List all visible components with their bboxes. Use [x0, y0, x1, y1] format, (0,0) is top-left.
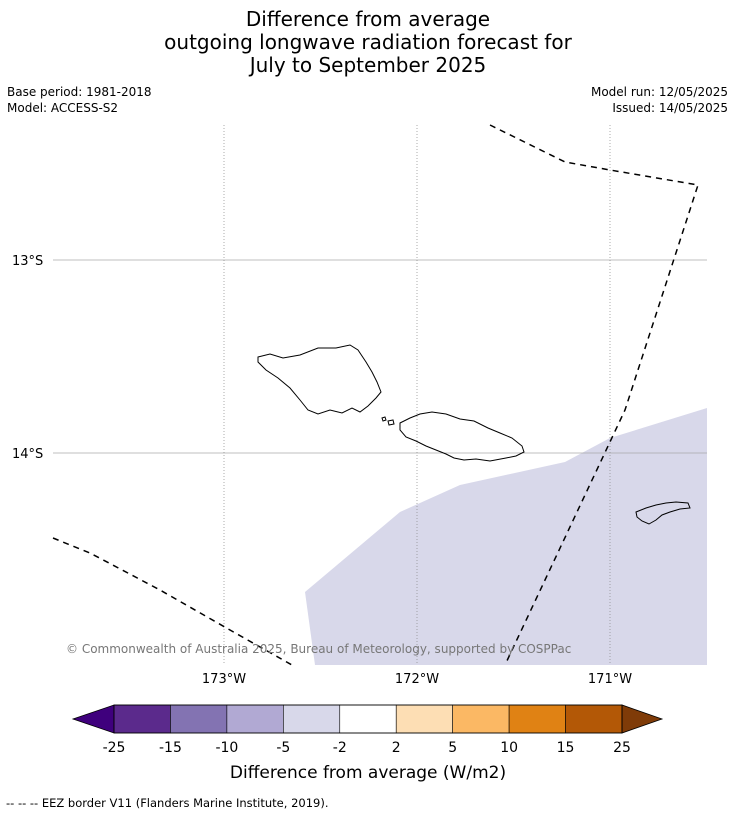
colorbar-frame: [113, 704, 623, 734]
eez-legend: -- -- -- EEZ border V11 (Flanders Marine…: [6, 796, 329, 810]
longitude-gridlines: [223, 125, 611, 665]
colorbar-bin: [565, 704, 623, 734]
colorbar-tick-label: -25: [103, 740, 126, 756]
eez-borders: [52, 124, 699, 666]
base-period: Base period: 1981-2018: [7, 85, 152, 99]
colorbar-bin: [452, 704, 510, 734]
colorbar-bin: [395, 704, 453, 734]
title-line-3: July to September 2025: [249, 53, 487, 77]
map-title: Difference from average outgoing longwav…: [0, 8, 736, 77]
colorbar: -25 -15 -10 -5 -2 2 5 10 15 25 Difference from av…: [71, 704, 664, 783]
issued-date: Issued: 14/05/2025: [612, 101, 728, 115]
colorbar-bin: [226, 704, 284, 734]
eez-border-east: [489, 124, 699, 666]
latitude-gridlines: [53, 259, 707, 454]
colorbar-tick-label: 5: [448, 740, 457, 756]
colorbar-high-extend: [621, 704, 664, 734]
island-upolu: [399, 411, 525, 462]
lat-label-13s: 13°S: [12, 254, 43, 269]
colorbar-label: Difference from average (W/m2): [230, 763, 506, 783]
colorbar-tick-label: -5: [276, 740, 290, 756]
meta-right: Model run: 12/05/2025 Issued: 14/05/2025: [591, 84, 728, 116]
colorbar-tick-label: -10: [215, 740, 238, 756]
lat-label-14s: 14°S: [12, 447, 43, 462]
colorbar-bins: [113, 704, 623, 734]
colorbar-bin: [170, 704, 228, 734]
lon-label-172w: 172°W: [395, 672, 439, 687]
island-apolima: [381, 416, 387, 422]
colorbar-tick-label: 10: [500, 740, 518, 756]
colorbar-tick-label: -15: [159, 740, 182, 756]
anomaly-shaded-region: [305, 408, 707, 665]
colorbar-ticks: -25 -15 -10 -5 -2 2 5 10 15 25: [103, 740, 631, 756]
colorbar-low-extend: [71, 704, 115, 734]
lon-label-171w: 171°W: [588, 672, 632, 687]
islands: [257, 344, 691, 525]
model-name: Model: ACCESS-S2: [7, 101, 119, 115]
colorbar-bin: [283, 704, 341, 734]
island-tutuila: [635, 501, 691, 525]
colorbar-tick-label: 25: [613, 740, 631, 756]
colorbar-bin: [339, 704, 397, 734]
title-line-1: Difference from average: [245, 7, 491, 31]
colorbar-bin: [113, 704, 171, 734]
title-line-2: outgoing longwave radiation forecast for: [164, 30, 572, 54]
colorbar-tick-label: 15: [557, 740, 575, 756]
colorbar-tick-label: -2: [333, 740, 347, 756]
model-run: Model run: 12/05/2025: [590, 85, 728, 99]
eez-border-southwest: [52, 537, 293, 666]
copyright-text: © Commonwealth of Australia 2025, Bureau…: [66, 642, 571, 656]
lon-label-173w: 173°W: [202, 672, 246, 687]
meta-left: Base period: 1981-2018 Model: ACCESS-S2: [7, 84, 152, 116]
colorbar-bin: [508, 704, 566, 734]
island-savaii: [257, 344, 382, 415]
island-manono: [387, 419, 395, 426]
colorbar-tick-label: 2: [392, 740, 401, 756]
